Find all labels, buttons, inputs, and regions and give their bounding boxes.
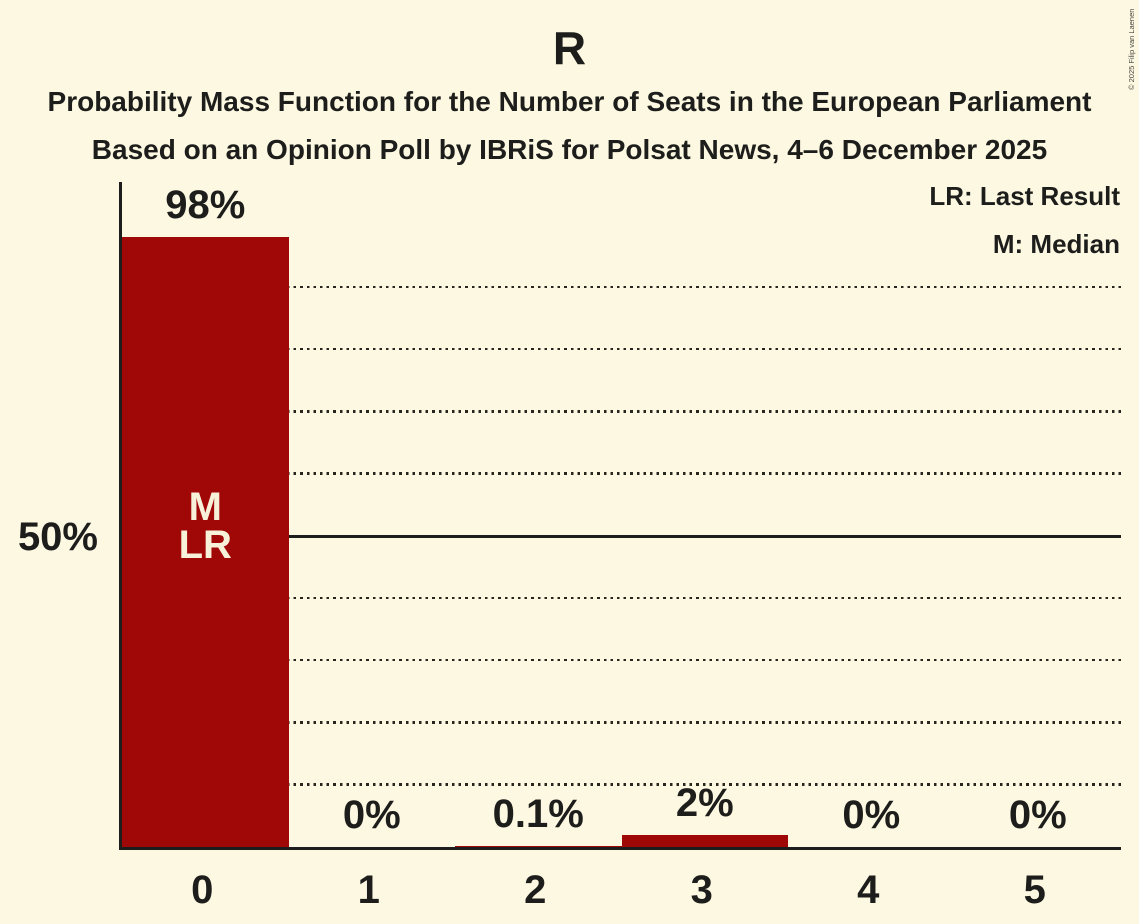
x-tick-0: 0	[191, 868, 214, 912]
gridline-70pct	[122, 410, 1121, 413]
x-tick-3: 3	[690, 868, 713, 912]
value-label-seats-5: 0%	[1008, 793, 1067, 837]
value-label-seats-4: 0%	[842, 793, 901, 837]
bar-seats-0	[122, 237, 289, 847]
gridline-30pct	[122, 658, 1121, 662]
gridline-80pct	[122, 347, 1121, 351]
bar-seats-3	[621, 834, 788, 847]
gridline-90pct	[122, 285, 1121, 289]
majority-line-50pct	[122, 534, 1121, 538]
value-label-seats-3: 2%	[675, 780, 734, 825]
x-tick-5: 5	[1023, 868, 1046, 912]
chart-title: R	[552, 22, 587, 74]
gridline-40pct	[122, 596, 1121, 600]
gridline-60pct	[122, 472, 1121, 475]
plot-area: 98% 0% 0.1% 2% 0% 0% M LR	[119, 182, 1121, 850]
legend-item-last-result: LR: Last Result	[929, 181, 1120, 211]
chart-subtitle-line2: Based on an Opinion Poll by IBRiS for Po…	[91, 134, 1048, 165]
bar-seats-2	[455, 846, 622, 847]
gridline-20pct	[122, 721, 1121, 724]
x-tick-1: 1	[357, 868, 380, 912]
x-axis-tick-labels: 0 1 2 3 4 5	[119, 870, 1118, 916]
chart-legend: LR: Last Result M: Median	[929, 172, 1120, 268]
annotation-line-lr: LR	[178, 523, 232, 567]
annotation-line-m: M	[188, 485, 222, 529]
value-label-seats-2: 0.1%	[492, 792, 584, 837]
y-axis-tick-50pct: 50%	[17, 515, 98, 559]
legend-item-median: M: Median	[992, 229, 1120, 259]
x-tick-4: 4	[857, 868, 880, 912]
chart-subtitle-line1: Probability Mass Function for the Number…	[47, 86, 1092, 117]
bar-annotation-median-last-result: M LR	[122, 485, 289, 567]
gridline-10pct	[122, 783, 1121, 786]
value-label-seats-0: 98%	[165, 183, 246, 228]
value-label-seats-1: 0%	[342, 793, 401, 837]
x-tick-2: 2	[524, 868, 547, 912]
